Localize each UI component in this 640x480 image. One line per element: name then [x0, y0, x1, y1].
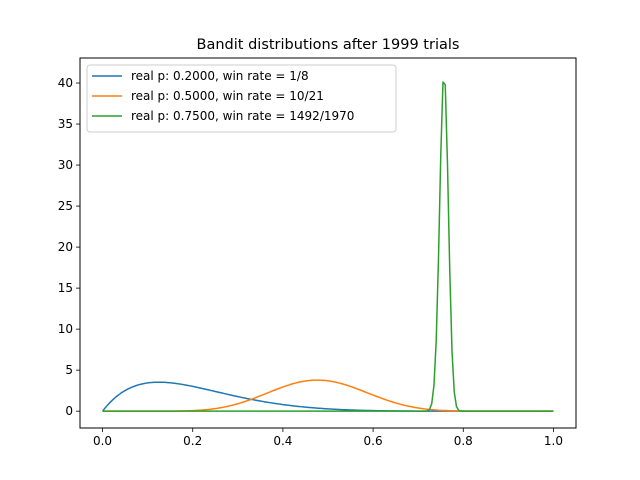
- y-tick-label: 10: [58, 322, 73, 336]
- legend: real p: 0.2000, win rate = 1/8 real p: 0.…: [86, 64, 397, 133]
- y-axis: 0 5 10 15 20 25 30 35 40: [58, 76, 80, 418]
- y-tick-label: 40: [58, 76, 73, 90]
- x-tick-label: 0.8: [454, 434, 473, 448]
- y-tick-label: 15: [58, 281, 73, 295]
- y-tick-label: 30: [58, 158, 73, 172]
- legend-box: [86, 64, 397, 133]
- chart-title: Bandit distributions after 1999 trials: [197, 37, 460, 53]
- y-tick-label: 35: [58, 117, 73, 131]
- series-line-3: [102, 81, 554, 412]
- legend-label-3: real p: 0.7500, win rate = 1492/1970: [131, 109, 354, 123]
- legend-label-2: real p: 0.5000, win rate = 10/21: [131, 89, 324, 103]
- x-tick-label: 0.2: [183, 434, 202, 448]
- y-tick-label: 25: [58, 199, 73, 213]
- y-tick-label: 0: [65, 404, 73, 418]
- x-tick-label: 0.0: [93, 434, 112, 448]
- axes-frame: [79, 57, 577, 429]
- x-tick-label: 0.4: [273, 434, 292, 448]
- x-tick-label: 0.6: [364, 434, 383, 448]
- x-tick-label: 1.0: [544, 434, 563, 448]
- legend-label-1: real p: 0.2000, win rate = 1/8: [131, 69, 309, 83]
- y-tick-label: 20: [58, 240, 73, 254]
- x-axis: 0.0 0.2 0.4 0.6 0.8 1.0: [93, 428, 563, 448]
- y-tick-label: 5: [65, 363, 73, 377]
- plot-lines: [101, 81, 554, 412]
